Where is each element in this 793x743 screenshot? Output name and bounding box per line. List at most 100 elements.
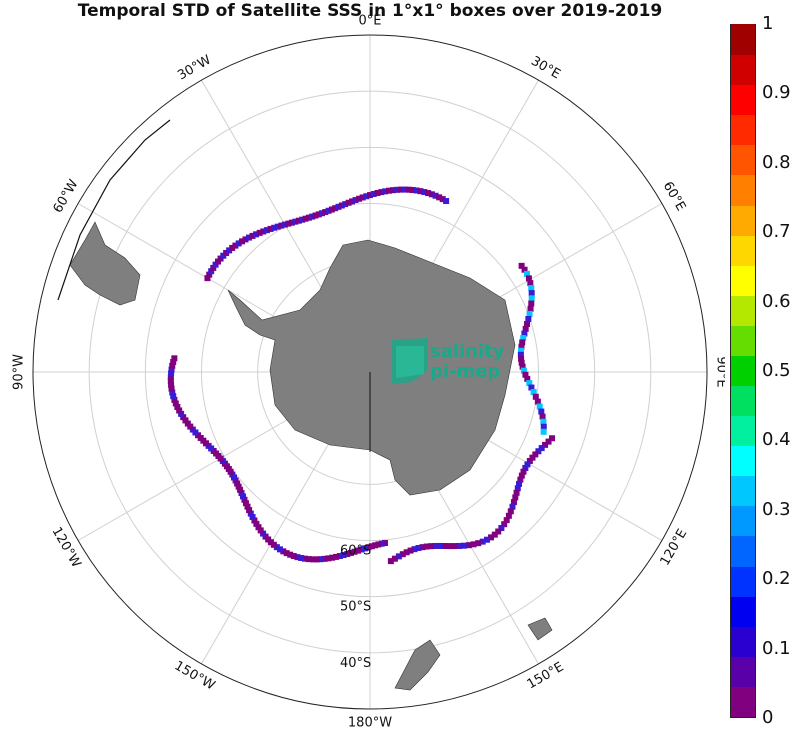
std-cell	[397, 186, 404, 193]
colorbar-tick-label: 1	[762, 13, 774, 34]
std-cell	[514, 485, 521, 492]
std-cell	[432, 192, 439, 199]
std-cell	[393, 186, 400, 193]
std-cell	[382, 188, 389, 195]
std-cell	[470, 541, 477, 548]
colorbar-tick-label: 0.2	[762, 568, 791, 590]
std-cell	[368, 543, 375, 550]
logo-line2: pi-mep	[430, 361, 500, 382]
std-cell	[305, 214, 312, 221]
std-cell	[210, 264, 217, 271]
std-cell	[522, 371, 529, 378]
std-cell	[505, 512, 512, 519]
colorbar-segment	[731, 54, 755, 86]
std-cell	[238, 490, 245, 497]
std-cell	[540, 418, 547, 425]
std-cell	[234, 480, 241, 487]
colorbar-segment	[731, 114, 755, 146]
std-cell	[244, 503, 251, 510]
std-cell	[518, 355, 525, 362]
std-cell	[321, 555, 328, 562]
std-cell	[475, 540, 482, 547]
colorbar-tick-label: 0.1	[762, 637, 791, 659]
std-cell	[255, 524, 262, 531]
std-cell	[328, 206, 335, 213]
std-cell	[335, 203, 342, 210]
std-cell	[527, 280, 534, 287]
tasmania	[527, 617, 553, 641]
std-cell	[483, 536, 490, 543]
std-cell	[253, 231, 260, 238]
std-cell	[178, 410, 185, 417]
latitude-labels: 60°S 50°S 40°S	[340, 544, 371, 671]
std-cell	[204, 275, 211, 282]
std-cell	[540, 423, 547, 430]
colorbar-segment	[731, 144, 755, 176]
std-cell	[495, 528, 502, 535]
colorbar-segment	[731, 505, 755, 537]
std-cell	[172, 400, 179, 407]
std-cell	[528, 290, 535, 297]
std-cell	[518, 359, 525, 366]
std-cell	[520, 335, 527, 342]
std-cell	[290, 553, 297, 560]
std-cell	[340, 552, 347, 559]
std-cell	[518, 262, 525, 269]
std-cell	[519, 339, 526, 346]
std-cell	[520, 367, 527, 374]
std-cell	[167, 374, 174, 381]
std-cell	[212, 261, 219, 268]
std-cell	[168, 385, 175, 392]
std-cell	[441, 543, 448, 550]
std-cell	[332, 205, 339, 212]
colorbar-tick-label: 0.6	[762, 290, 791, 312]
std-cell	[260, 228, 267, 235]
std-cell	[521, 266, 528, 273]
std-cell	[329, 554, 336, 561]
std-cell	[345, 199, 352, 206]
polar-map[interactable]: salinity pi-mep 0°E 30°E 60°E 90°E 120°E 150°…	[0, 0, 726, 743]
longitude-label: 60°W	[51, 177, 82, 216]
std-cell	[174, 404, 181, 411]
std-cell	[267, 225, 274, 232]
std-cell	[401, 186, 408, 193]
std-cell	[522, 464, 529, 471]
std-cell	[456, 542, 463, 549]
std-cell	[285, 220, 292, 227]
std-cell	[419, 544, 426, 551]
std-cell	[356, 195, 363, 202]
std-cell	[428, 191, 435, 198]
std-cell	[251, 517, 258, 524]
std-cell	[342, 201, 349, 208]
std-cell	[260, 530, 267, 537]
std-cell	[538, 408, 545, 415]
std-cell	[534, 398, 541, 405]
std-cell	[302, 215, 309, 222]
longitude-label: 60°E	[660, 179, 689, 214]
std-cell	[516, 480, 523, 487]
std-cell	[239, 238, 246, 245]
std-cell	[263, 227, 270, 234]
std-cell	[319, 210, 326, 217]
std-cell	[510, 499, 517, 506]
std-cell	[352, 197, 359, 204]
longitude-label: 90°W	[12, 354, 27, 390]
std-cell	[421, 189, 428, 196]
new-zealand	[394, 639, 441, 691]
std-cell	[247, 510, 254, 517]
std-cell	[241, 496, 248, 503]
map-frame	[32, 34, 708, 710]
std-cell	[349, 198, 356, 205]
std-cell	[249, 232, 256, 239]
std-cell	[292, 218, 299, 225]
longitude-label: 120°E	[658, 527, 691, 569]
std-cell	[273, 544, 280, 551]
std-cell	[338, 202, 345, 209]
std-cell	[525, 275, 532, 282]
std-cell	[313, 556, 320, 563]
colorbar-tick-label: 0.4	[762, 429, 791, 451]
std-cell	[389, 187, 396, 194]
std-cell	[436, 542, 443, 549]
std-cell	[528, 300, 535, 307]
std-cell	[524, 461, 531, 468]
